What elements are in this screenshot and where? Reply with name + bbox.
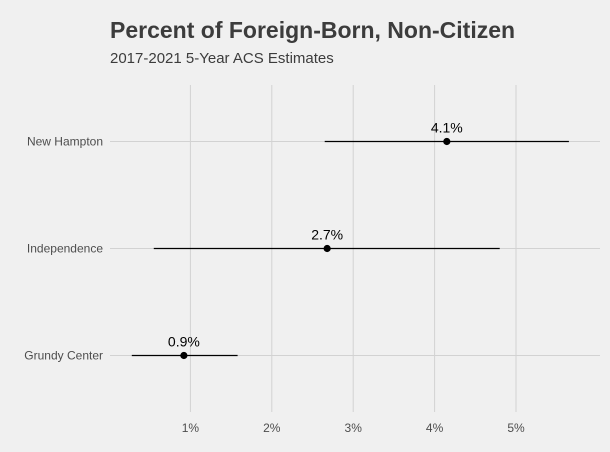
x-tick-label: 5%: [507, 421, 525, 435]
y-category-label: Independence: [27, 242, 103, 256]
y-category-label: New Hampton: [27, 135, 103, 149]
data-marks: 4.1% 2.7% 0.9%: [131, 120, 569, 360]
chart-subtitle: 2017-2021 5-Year ACS Estimates: [110, 50, 334, 67]
data-label: 4.1%: [431, 120, 463, 136]
data-point: [180, 351, 188, 360]
data-point: [443, 137, 451, 146]
data-label: 2.7%: [311, 227, 343, 243]
x-axis-ticks: 1% 2% 3% 4% 5%: [182, 421, 525, 435]
data-point: [323, 244, 331, 253]
chart-title: Percent of Foreign-Born, Non-Citizen: [110, 17, 515, 43]
x-tick-label: 4%: [426, 421, 444, 435]
x-tick-label: 3%: [345, 421, 363, 435]
data-label: 0.9%: [168, 334, 200, 350]
x-tick-label: 2%: [263, 421, 281, 435]
x-tick-label: 1%: [182, 421, 200, 435]
y-category-label: Grundy Center: [24, 349, 103, 363]
y-axis-categories: New Hampton Independence Grundy Center: [24, 135, 103, 363]
